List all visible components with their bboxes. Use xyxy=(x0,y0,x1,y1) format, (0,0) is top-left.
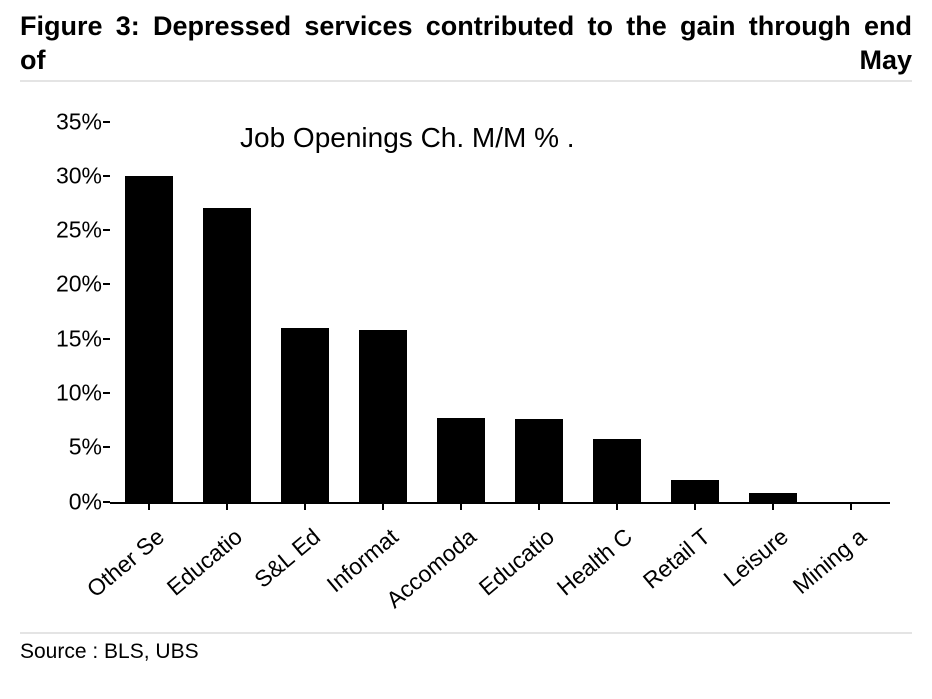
x-tick-mark xyxy=(304,502,306,510)
x-tick-mark xyxy=(616,502,618,510)
y-tick-mark xyxy=(103,121,110,123)
source-text: Source : BLS, UBS xyxy=(20,640,912,664)
bottom-rule xyxy=(20,632,912,634)
y-tick-label: 20% xyxy=(56,271,102,298)
bar xyxy=(437,418,485,502)
top-rule xyxy=(20,80,912,82)
y-tick-mark xyxy=(103,501,110,503)
x-tick-mark xyxy=(226,502,228,510)
x-tick-mark xyxy=(382,502,384,510)
y-tick-mark xyxy=(103,338,110,340)
bar xyxy=(749,493,797,502)
y-tick-label: 35% xyxy=(56,108,102,135)
x-tick-mark xyxy=(148,502,150,510)
y-tick-label: 30% xyxy=(56,162,102,189)
bar xyxy=(359,330,407,502)
bar xyxy=(515,419,563,502)
y-tick-label: 15% xyxy=(56,325,102,352)
x-tick-mark xyxy=(850,502,852,510)
y-tick-mark xyxy=(103,229,110,231)
y-tick-mark xyxy=(103,446,110,448)
x-tick-mark xyxy=(772,502,774,510)
figure-container: Figure 3: Depressed services contributed… xyxy=(0,0,932,699)
x-tick-mark xyxy=(694,502,696,510)
y-tick-mark xyxy=(103,283,110,285)
y-tick-mark xyxy=(103,175,110,177)
chart-zone: Job Openings Ch. M/M % . 0%5%10%15%20%25… xyxy=(20,112,912,632)
x-tick-mark xyxy=(538,502,540,510)
y-tick-label: 10% xyxy=(56,379,102,406)
bar xyxy=(671,480,719,502)
bar xyxy=(281,328,329,502)
y-tick-label: 5% xyxy=(69,434,102,461)
y-tick-label: 0% xyxy=(69,488,102,515)
figure-title: Figure 3: Depressed services contributed… xyxy=(20,10,912,78)
bar xyxy=(203,208,251,501)
plot-area xyxy=(110,122,890,504)
y-tick-mark xyxy=(103,392,110,394)
bar xyxy=(125,176,173,502)
x-tick-mark xyxy=(460,502,462,510)
bar xyxy=(593,439,641,502)
y-tick-label: 25% xyxy=(56,217,102,244)
